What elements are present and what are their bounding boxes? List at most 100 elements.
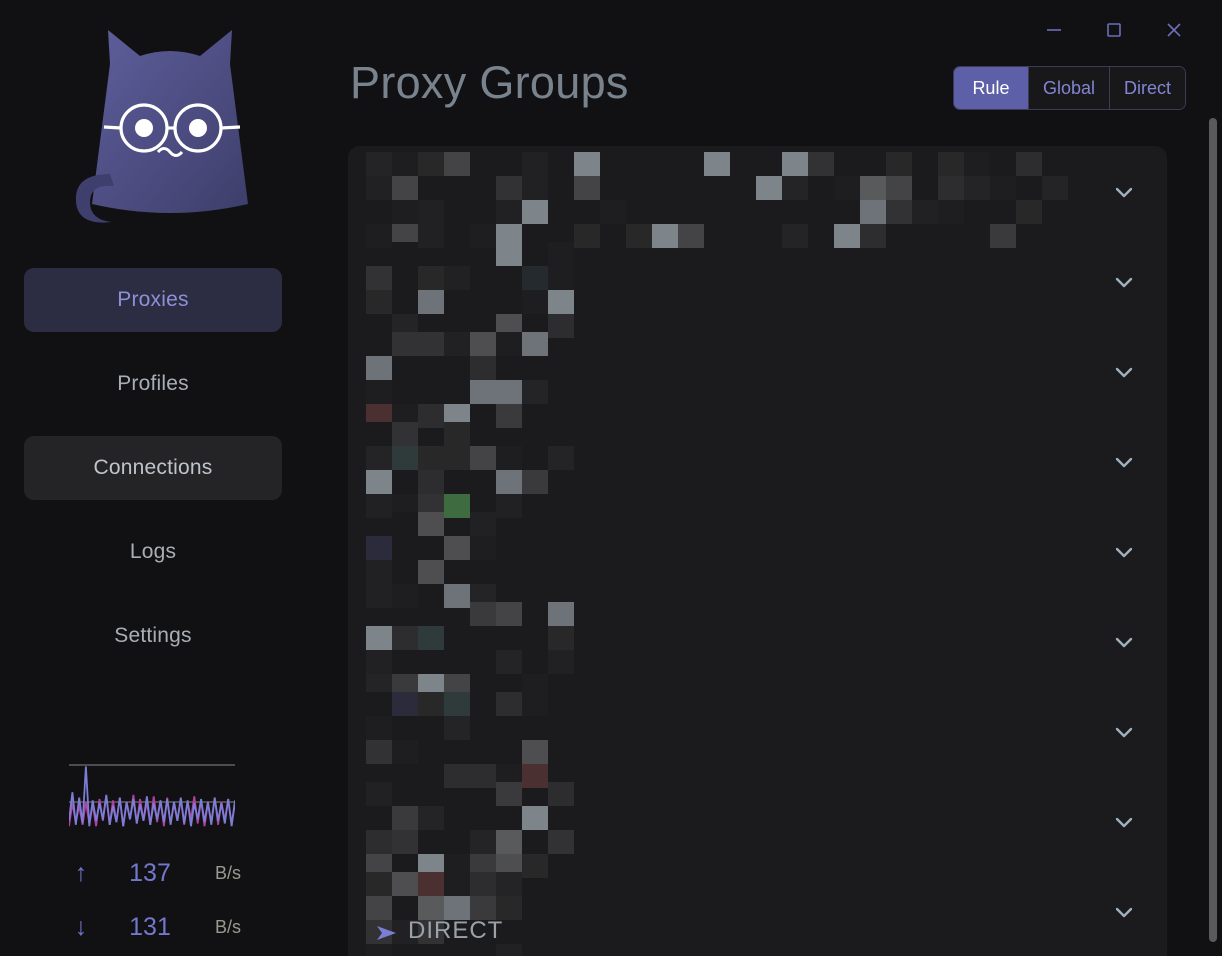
redacted-block [392, 806, 418, 830]
redacted-block [470, 422, 496, 446]
proxy-group-row[interactable] [348, 236, 1167, 338]
redacted-block [522, 740, 548, 764]
chevron-down-icon[interactable] [1111, 809, 1137, 835]
redacted-block [366, 716, 392, 740]
redacted-content [366, 866, 522, 956]
list-item-direct[interactable]: DIRECT [348, 911, 1167, 956]
app-logo [0, 14, 340, 244]
redacted-block [470, 380, 496, 404]
redacted-content [366, 146, 1068, 248]
redacted-block [444, 266, 470, 290]
redacted-block [496, 404, 522, 428]
proxy-group-row[interactable] [348, 146, 1167, 248]
redacted-block [444, 896, 470, 920]
maximize-icon [1107, 23, 1121, 37]
mode-switch: Rule Global Direct [952, 66, 1186, 110]
redacted-block [418, 470, 444, 494]
redacted-block [392, 266, 418, 290]
chevron-down-icon[interactable] [1111, 899, 1137, 925]
redacted-block [418, 560, 444, 584]
redacted-block [470, 674, 496, 698]
close-button[interactable] [1144, 8, 1204, 52]
redacted-block [704, 224, 730, 248]
redacted-block [756, 152, 782, 176]
scrollbar-track[interactable] [1208, 110, 1218, 956]
redacted-block [912, 200, 938, 224]
page-title: Proxy Groups [350, 57, 629, 108]
sidebar-item-logs[interactable]: Logs [24, 520, 282, 584]
redacted-block [392, 626, 418, 650]
redacted-block [392, 200, 418, 224]
redacted-block [444, 494, 470, 518]
redacted-block [470, 152, 496, 176]
redacted-content [366, 416, 574, 518]
redacted-block [470, 830, 496, 854]
sidebar-item-settings[interactable]: Settings [24, 604, 282, 668]
redacted-block [678, 224, 704, 248]
direct-label: DIRECT [408, 917, 504, 944]
proxy-group-row[interactable] [348, 596, 1167, 698]
redacted-content [366, 776, 574, 878]
redacted-block [470, 764, 496, 788]
redacted-block [418, 266, 444, 290]
minimize-button[interactable] [1024, 8, 1084, 52]
mode-button-global[interactable]: Global [1027, 67, 1109, 109]
redacted-block [600, 176, 626, 200]
redacted-block [366, 650, 392, 674]
redacted-block [548, 314, 574, 338]
proxy-group-row[interactable] [348, 506, 1167, 608]
proxy-group-row[interactable] [348, 776, 1167, 878]
redacted-block [418, 224, 444, 248]
redacted-block [444, 200, 470, 224]
upload-rate-value: 137 [129, 858, 171, 887]
chevron-down-icon[interactable] [1111, 719, 1137, 745]
redacted-block [1016, 152, 1042, 176]
redacted-block [444, 422, 470, 446]
redacted-block [366, 536, 392, 560]
proxy-group-row[interactable] [348, 326, 1167, 428]
proxy-group-row[interactable] [348, 416, 1167, 518]
redacted-block [470, 602, 496, 626]
maximize-button[interactable] [1084, 8, 1144, 52]
redacted-block [574, 152, 600, 176]
chevron-down-icon[interactable] [1111, 179, 1137, 205]
chevron-down-icon[interactable] [1111, 629, 1137, 655]
redacted-block [444, 152, 470, 176]
redacted-block [496, 692, 522, 716]
redacted-block [366, 740, 392, 764]
scrollbar-thumb[interactable] [1209, 118, 1217, 942]
proxy-group-row[interactable] [348, 866, 1167, 956]
redacted-block [522, 224, 548, 248]
redacted-block [782, 152, 808, 176]
redacted-block [522, 854, 548, 878]
redacted-block [548, 650, 574, 674]
chevron-down-icon[interactable] [1111, 359, 1137, 385]
chevron-down-icon[interactable] [1111, 269, 1137, 295]
redacted-block [808, 152, 834, 176]
sidebar-item-connections[interactable]: Connections [24, 436, 282, 500]
redacted-block [964, 176, 990, 200]
redacted-block [444, 692, 470, 716]
redacted-block [470, 224, 496, 248]
mode-button-direct[interactable]: Direct [1108, 67, 1185, 109]
sidebar-item-label: Proxies [117, 288, 189, 311]
mode-button-rule[interactable]: Rule [953, 67, 1028, 109]
redacted-block [392, 332, 418, 356]
redacted-block [418, 944, 444, 956]
redacted-block [522, 380, 548, 404]
redacted-block [704, 152, 730, 176]
redacted-block [756, 200, 782, 224]
proxy-group-row[interactable] [348, 686, 1167, 788]
chevron-down-icon[interactable] [1111, 449, 1137, 475]
redacted-block [418, 782, 444, 806]
sidebar-item-proxies[interactable]: Proxies [24, 268, 282, 332]
redacted-block [392, 422, 418, 446]
redacted-content [366, 236, 574, 338]
chevron-down-icon[interactable] [1111, 539, 1137, 565]
redacted-block [548, 200, 574, 224]
redacted-block [366, 446, 392, 470]
redacted-block [834, 176, 860, 200]
sidebar-item-profiles[interactable]: Profiles [24, 352, 282, 416]
redacted-block [444, 830, 470, 854]
redacted-block [1016, 224, 1042, 248]
